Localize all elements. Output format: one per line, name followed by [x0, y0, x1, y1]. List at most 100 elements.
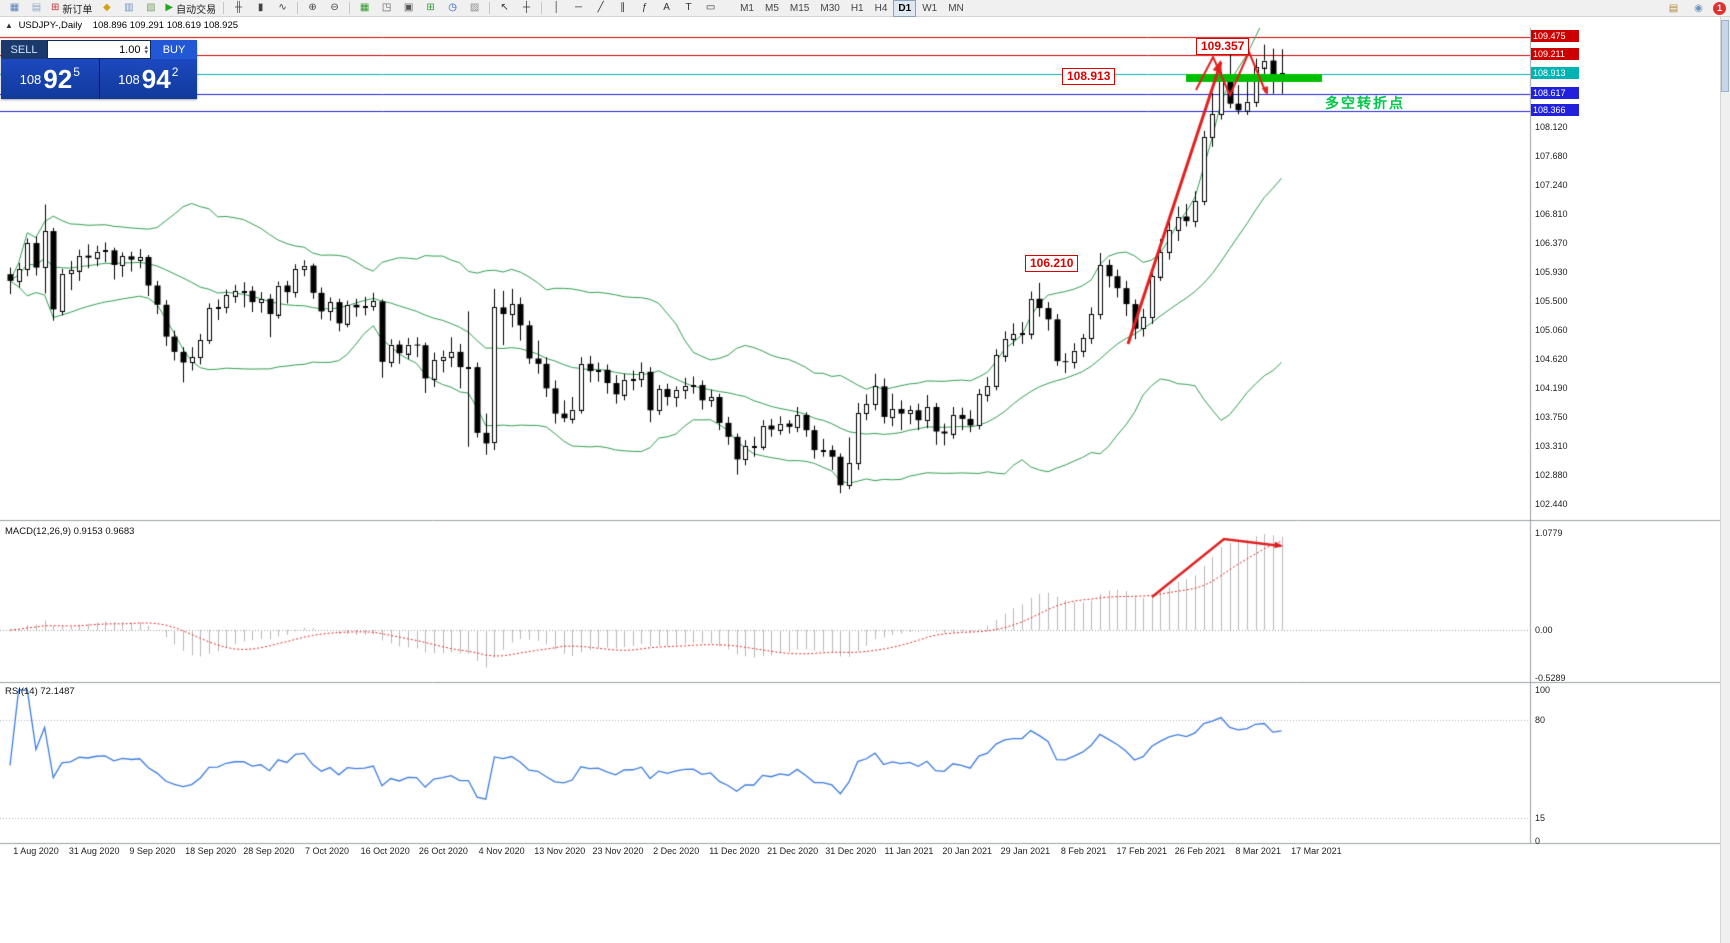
timeframe-mn[interactable]: MN — [948, 2, 964, 14]
rsi-indicator-label: RSI(14) 72.1487 — [5, 686, 75, 697]
data-window-icon[interactable]: ▥ — [118, 0, 139, 17]
periods-dropdown-icon[interactable]: ◷ — [442, 0, 463, 17]
volume-field[interactable]: 1.00 ▴ ▾ — [48, 41, 150, 58]
breakout-price-annotation[interactable]: 106.210 — [1025, 255, 1079, 272]
cursor-icon: ↖ — [500, 2, 509, 13]
timeframe-d1[interactable]: D1 — [893, 0, 917, 17]
toolbar: ▦ ▤ ⊞ 新订单 ◆ ▥ ▧ ▶ 自动交易 ╫ ▮ ∿ ⊕ ⊖ ▦ ◳ ▣ ⊞ ◷ ▨ ↖ ┼ │ ─ ╱ ∥ ƒ A T ▭ M1 M5… — [0, 0, 1730, 17]
sell-price-frac: 5 — [73, 65, 80, 79]
vertical-line-icon[interactable]: │ — [546, 0, 567, 17]
auto-trading-button-label: 自动交易 — [176, 4, 217, 16]
toolbar-separator — [541, 2, 543, 14]
templates-icon: ▨ — [469, 2, 480, 13]
volume-decrease-icon[interactable]: ▾ — [144, 48, 148, 56]
turning-point-text[interactable]: 多空转折点 — [1325, 95, 1405, 111]
notification-badge[interactable]: 1 — [1713, 1, 1726, 15]
channel-icon: ∥ — [620, 2, 626, 13]
vertical-line-icon: │ — [553, 2, 560, 13]
timeframe-h4[interactable]: H4 — [874, 2, 888, 14]
shapes-icon: ▭ — [705, 2, 716, 13]
sell-price-button[interactable]: 108 92 5 — [1, 59, 99, 99]
symbol-title: USDJPY-,Daily — [18, 20, 83, 31]
sell-price-main: 92 — [43, 64, 73, 94]
arrange-windows-icon[interactable]: ▣ — [398, 0, 419, 17]
line-chart-icon[interactable]: ∿ — [272, 0, 293, 17]
horizontal-line-icon[interactable]: ─ — [568, 0, 589, 17]
label-icon[interactable]: T — [678, 0, 699, 17]
level-price-annotation[interactable]: 108.913 — [1062, 68, 1116, 85]
toolbar-separator — [489, 2, 491, 14]
market-watch-icon: ◆ — [103, 2, 111, 13]
volume-value[interactable]: 1.00 — [119, 43, 141, 56]
timeframe-m5[interactable]: M5 — [765, 2, 779, 14]
new-order-button: ⊞ — [51, 2, 60, 13]
cascade-windows-icon[interactable]: ◳ — [376, 0, 397, 17]
timeframe-w1[interactable]: W1 — [922, 2, 938, 14]
auto-trading-button: ▶ — [165, 2, 174, 13]
bar-chart-icon[interactable]: ╫ — [228, 0, 249, 17]
cursor-icon[interactable]: ↖ — [494, 0, 515, 17]
text-icon[interactable]: A — [656, 0, 677, 17]
fibonacci-icon[interactable]: ƒ — [634, 0, 655, 17]
horizontal-line-icon: ─ — [575, 2, 583, 13]
toolbar-separator — [223, 2, 225, 14]
macd-indicator-label: MACD(12,26,9) 0.9153 0.9683 — [5, 526, 135, 537]
market-watch-icon[interactable]: ◆ — [96, 0, 117, 17]
collapse-panel-icon[interactable]: ▲ — [5, 21, 13, 30]
toolbar-right: ▤ ◉ 1 — [1663, 0, 1726, 17]
tile-windows-icon: ▦ — [359, 2, 370, 13]
scrollbar-thumb[interactable] — [1721, 20, 1729, 92]
buy-price-button[interactable]: 108 94 2 — [99, 59, 197, 99]
new-chart-icon[interactable]: ▦ — [4, 0, 25, 17]
symbol-line: ▲ USDJPY-,Daily 108.896 109.291 108.619 … — [5, 20, 238, 31]
shapes-icon[interactable]: ▭ — [700, 0, 721, 17]
indicators-icon: ⊞ — [426, 2, 435, 13]
price-divider — [98, 59, 100, 99]
peak-price-annotation[interactable]: 109.357 — [1196, 38, 1250, 55]
candlestick-chart-icon[interactable]: ▮ — [250, 0, 271, 17]
trendline-icon[interactable]: ╱ — [590, 0, 611, 17]
toolbar-separator — [297, 2, 299, 14]
trendline-icon: ╱ — [597, 2, 604, 13]
zoom-in-icon: ⊕ — [308, 2, 317, 13]
templates-icon[interactable]: ▨ — [464, 0, 485, 17]
arrange-windows-icon: ▣ — [403, 2, 414, 13]
timeframe-m30[interactable]: M30 — [820, 2, 840, 14]
mail-icon[interactable]: ▤ — [1668, 2, 1679, 14]
profiles-icon[interactable]: ▤ — [26, 0, 47, 17]
sell-button[interactable]: SELL — [1, 40, 47, 59]
candlestick-chart-icon: ▮ — [257, 2, 264, 13]
navigator-icon[interactable]: ▧ — [140, 0, 161, 17]
text-icon: A — [663, 2, 670, 13]
zoom-out-icon[interactable]: ⊖ — [324, 0, 345, 17]
buy-price-prefix: 108 — [118, 71, 140, 87]
sell-price-prefix: 108 — [19, 71, 42, 87]
zoom-in-icon[interactable]: ⊕ — [302, 0, 323, 17]
symbol-ohlc: 108.896 109.291 108.619 108.925 — [92, 20, 239, 31]
zoom-out-icon: ⊖ — [330, 2, 339, 13]
periods-dropdown-icon: ◷ — [448, 2, 457, 13]
timeframe-h1[interactable]: H1 — [850, 2, 864, 14]
volume-increase-icon[interactable]: ▴ — [144, 43, 148, 51]
navigator-icon: ▧ — [146, 2, 156, 13]
buy-button[interactable]: BUY — [151, 40, 197, 59]
channel-icon[interactable]: ∥ — [612, 0, 633, 17]
timeframe-m15[interactable]: M15 — [789, 2, 810, 14]
fibonacci-icon: ƒ — [641, 2, 648, 13]
timeframe-m1[interactable]: M1 — [740, 2, 754, 14]
buy-price-frac: 2 — [171, 65, 179, 79]
new-order-button-label: 新订单 — [62, 4, 93, 16]
community-icon[interactable]: ◉ — [1694, 2, 1703, 14]
volume-spinner: ▴ ▾ — [144, 43, 148, 56]
new-chart-icon: ▦ — [9, 2, 20, 13]
buy-price-main: 94 — [141, 64, 171, 94]
label-icon: T — [685, 2, 692, 13]
indicators-icon[interactable]: ⊞ — [420, 0, 441, 17]
new-order-button[interactable]: ⊞ 新订单 — [48, 0, 95, 17]
vertical-scrollbar[interactable] — [1720, 17, 1730, 943]
tile-windows-icon[interactable]: ▦ — [354, 0, 375, 17]
bar-chart-icon: ╫ — [235, 2, 243, 13]
auto-trading-button[interactable]: ▶ 自动交易 — [162, 0, 219, 17]
crosshair-icon[interactable]: ┼ — [516, 0, 537, 17]
